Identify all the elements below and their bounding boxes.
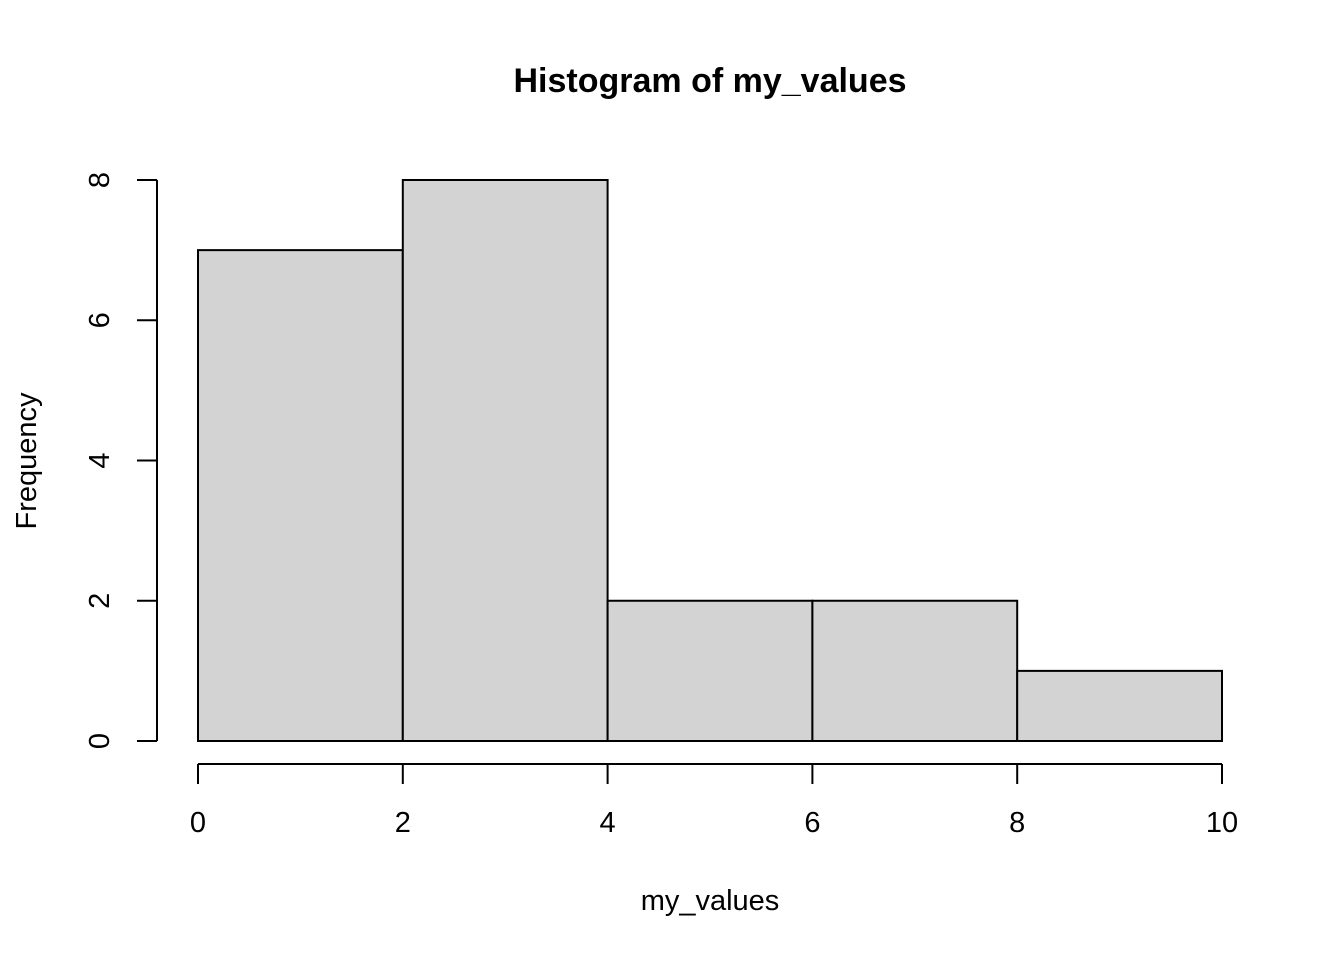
y-tick-label-0: 0 bbox=[84, 733, 116, 749]
histogram-bar-1 bbox=[401, 179, 609, 742]
x-tick-label-1: 2 bbox=[395, 807, 411, 839]
x-axis-label: my_values bbox=[641, 885, 780, 917]
histogram-bar-3 bbox=[811, 599, 1019, 742]
histogram-bar-2 bbox=[606, 599, 814, 742]
x-tick-label-2: 4 bbox=[600, 807, 616, 839]
chart-title: Histogram of my_values bbox=[513, 62, 906, 100]
histogram-bar-4 bbox=[1016, 669, 1224, 742]
y-tick-label-1: 2 bbox=[84, 593, 116, 609]
x-tick-label-5: 10 bbox=[1206, 807, 1238, 839]
bars-group bbox=[197, 179, 1224, 742]
y-axis-label: Frequency bbox=[11, 392, 43, 530]
x-tick-label-0: 0 bbox=[190, 807, 206, 839]
x-axis: 0 2 4 6 8 10 bbox=[190, 763, 1238, 839]
x-tick-label-4: 8 bbox=[1009, 807, 1025, 839]
y-tick-label-3: 6 bbox=[84, 312, 116, 328]
histogram-bar-0 bbox=[197, 249, 404, 742]
y-tick-label-2: 4 bbox=[84, 452, 116, 468]
x-tick-label-3: 6 bbox=[804, 807, 820, 839]
y-axis: 0 2 4 6 8 bbox=[84, 172, 158, 749]
y-tick-label-4: 8 bbox=[84, 172, 116, 188]
